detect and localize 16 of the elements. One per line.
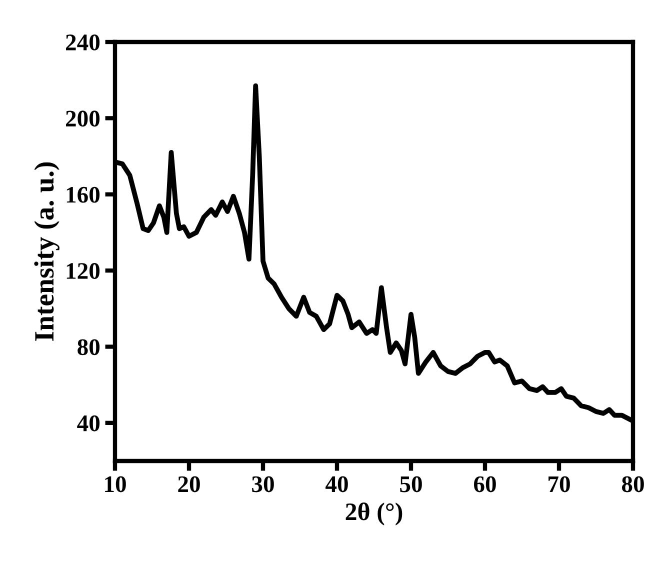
y-tick-label: 120 <box>66 263 100 279</box>
x-tick-label: 40 <box>326 476 348 492</box>
y-axis-title: Intensity (a. u.) <box>34 162 60 341</box>
y-tick-label: 160 <box>66 186 100 203</box>
y-tick-label: 40 <box>77 415 100 432</box>
x-tick-label: 60 <box>474 476 496 492</box>
y-tick-label: 200 <box>66 110 100 127</box>
x-tick-label: 70 <box>548 476 570 492</box>
y-tick-label: 80 <box>78 339 100 356</box>
x-tick-label: 10 <box>105 476 126 492</box>
y-tick-label: 240 <box>66 34 100 50</box>
x-tick-label: 80 <box>622 476 644 492</box>
x-axis-title: 2θ (°) <box>346 502 402 526</box>
x-tick-label: 50 <box>400 476 422 492</box>
x-tick-label: 20 <box>178 476 200 492</box>
x-tick-label: 30 <box>252 476 274 492</box>
